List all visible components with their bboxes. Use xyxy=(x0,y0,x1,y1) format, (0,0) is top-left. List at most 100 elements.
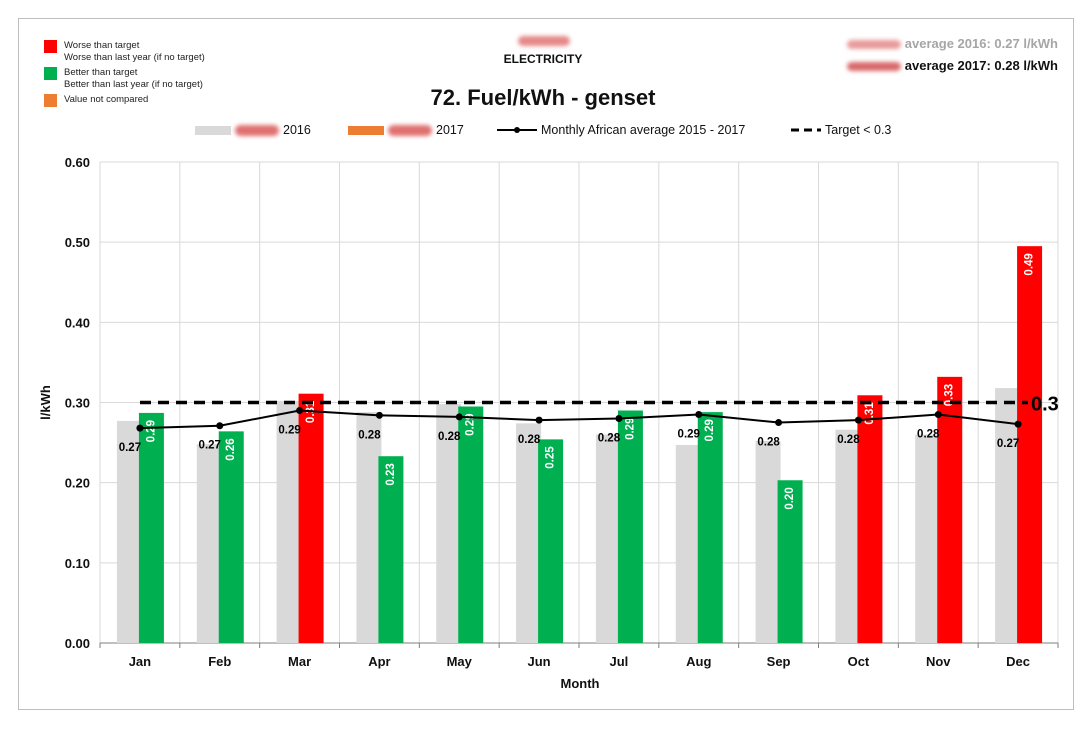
y-tick-label: 0.10 xyxy=(65,556,90,571)
bar-2016 xyxy=(516,423,542,643)
bar-2017-value-label: 0.29 xyxy=(624,418,636,440)
bar-2016 xyxy=(356,412,382,643)
status-legend: Worse than target Worse than last year (… xyxy=(44,40,205,110)
status-label: Worse than target xyxy=(64,40,140,51)
african-average-point xyxy=(375,411,383,419)
african-average-point xyxy=(535,416,543,424)
african-average-value-label: 0.29 xyxy=(678,429,700,441)
status-legend-better: Better than target Better than last year… xyxy=(44,67,205,91)
bar-2017-value-label: 0.25 xyxy=(545,446,557,469)
status-label: Worse than last year (if no target) xyxy=(64,52,205,63)
y-axis-title: l/kWh xyxy=(38,385,53,420)
x-tick-label: Dec xyxy=(1006,654,1030,669)
african-average-value-label: 0.28 xyxy=(358,429,381,441)
chart-title: 72. Fuel/kWh - genset xyxy=(430,85,656,110)
bar-2017 xyxy=(617,410,643,643)
bar-2016 xyxy=(835,429,861,643)
african-average-point xyxy=(615,415,623,423)
bar-2016 xyxy=(995,388,1021,643)
african-average-point xyxy=(854,416,862,424)
x-tick-label: May xyxy=(447,654,473,669)
bar-2016 xyxy=(595,434,621,643)
y-tick-label: 0.30 xyxy=(65,396,90,411)
bar-2017 xyxy=(458,406,484,643)
bar-2017 xyxy=(777,480,803,643)
chart-subtitle: ELECTRICITY xyxy=(503,52,583,66)
x-tick-label: Feb xyxy=(208,654,231,669)
redacted-name xyxy=(518,36,570,46)
x-tick-label: Oct xyxy=(848,654,870,669)
bar-2017-value-label: 0.23 xyxy=(385,463,397,485)
redacted-name xyxy=(846,40,901,50)
bar-2017-value-label: 0.33 xyxy=(944,384,956,406)
legend-2017: 2017 xyxy=(348,123,464,137)
bar-2016 xyxy=(675,444,701,643)
x-tick-label: Apr xyxy=(368,654,390,669)
average-2017: average 2017: 0.28 l/kWh xyxy=(846,58,1058,73)
legend-swatch-orange xyxy=(348,125,384,135)
legend-dash-icon xyxy=(791,128,821,132)
bar-2016 xyxy=(196,444,222,643)
bar-2017 xyxy=(1017,246,1043,644)
redacted-name xyxy=(388,124,432,136)
african-average-value-label: 0.28 xyxy=(757,437,780,449)
african-average-value-label: 0.27 xyxy=(997,438,1019,450)
status-legend-not-compared: Value not compared xyxy=(44,94,205,107)
legend-line-marker-icon xyxy=(497,127,537,133)
status-label: Value not compared xyxy=(64,94,149,105)
y-tick-label: 0.50 xyxy=(65,235,90,250)
status-legend-worse: Worse than target Worse than last year (… xyxy=(44,40,205,64)
african-average-line xyxy=(139,409,1019,430)
bar-2017 xyxy=(538,439,564,643)
legend-label: Monthly African average 2015 - 2017 xyxy=(541,123,746,137)
bar-2017 xyxy=(298,393,324,643)
bar-2017-value-label: 0.26 xyxy=(225,438,237,460)
bar-2016 xyxy=(276,400,302,643)
african-average-point xyxy=(695,411,703,419)
legend-swatch-grey xyxy=(195,125,231,135)
african-average-value-label: 0.28 xyxy=(598,433,621,445)
bar-2016 xyxy=(915,434,941,643)
bar-2017 xyxy=(378,456,404,643)
african-average-value-label: 0.28 xyxy=(837,434,860,446)
x-tick-label: Jun xyxy=(528,654,551,669)
average-2016-text: average 2016: 0.27 l/kWh xyxy=(904,36,1058,51)
y-tick-label: 0.00 xyxy=(65,636,90,651)
bar-2017-value-label: 0.20 xyxy=(784,487,796,509)
bar-2017-value-label: 0.31 xyxy=(864,402,876,425)
legend-label: 2016 xyxy=(283,123,311,137)
bar-2016 xyxy=(755,440,781,643)
bar-2017 xyxy=(697,412,723,643)
legend-target: Target < 0.3 xyxy=(791,123,891,137)
redacted-name xyxy=(846,62,901,72)
legend-african-average: Monthly African average 2015 - 2017 xyxy=(497,123,745,137)
legend-label: 2017 xyxy=(436,123,464,137)
bar-2017 xyxy=(857,395,883,643)
x-axis-title: Month xyxy=(561,676,600,691)
x-tick-label: Jan xyxy=(129,654,151,669)
x-tick-label: Mar xyxy=(288,654,311,669)
y-tick-label: 0.60 xyxy=(65,155,90,170)
african-average-point xyxy=(136,424,144,432)
bar-2017-value-label: 0.29 xyxy=(704,419,716,441)
x-tick-label: Jul xyxy=(610,654,629,669)
x-tick-label: Sep xyxy=(767,654,791,669)
african-average-point xyxy=(1014,420,1022,428)
average-2017-text: average 2017: 0.28 l/kWh xyxy=(904,58,1058,73)
african-average-value-label: 0.28 xyxy=(518,434,541,446)
african-average-point xyxy=(216,422,224,430)
y-tick-label: 0.40 xyxy=(65,315,90,330)
legend-label: Target < 0.3 xyxy=(825,123,892,137)
status-swatch-red xyxy=(44,40,57,53)
redacted-name xyxy=(235,124,279,136)
bar-2017 xyxy=(218,431,244,643)
african-average-value-label: 0.29 xyxy=(278,425,300,437)
african-average-point xyxy=(455,413,463,421)
status-label: Better than last year (if no target) xyxy=(64,79,203,90)
bar-2017-value-label: 0.49 xyxy=(1024,253,1036,275)
target-label: 0.3 xyxy=(1031,394,1059,416)
african-average-point xyxy=(296,407,304,415)
status-swatch-orange xyxy=(44,94,57,107)
african-average-point xyxy=(775,419,783,427)
